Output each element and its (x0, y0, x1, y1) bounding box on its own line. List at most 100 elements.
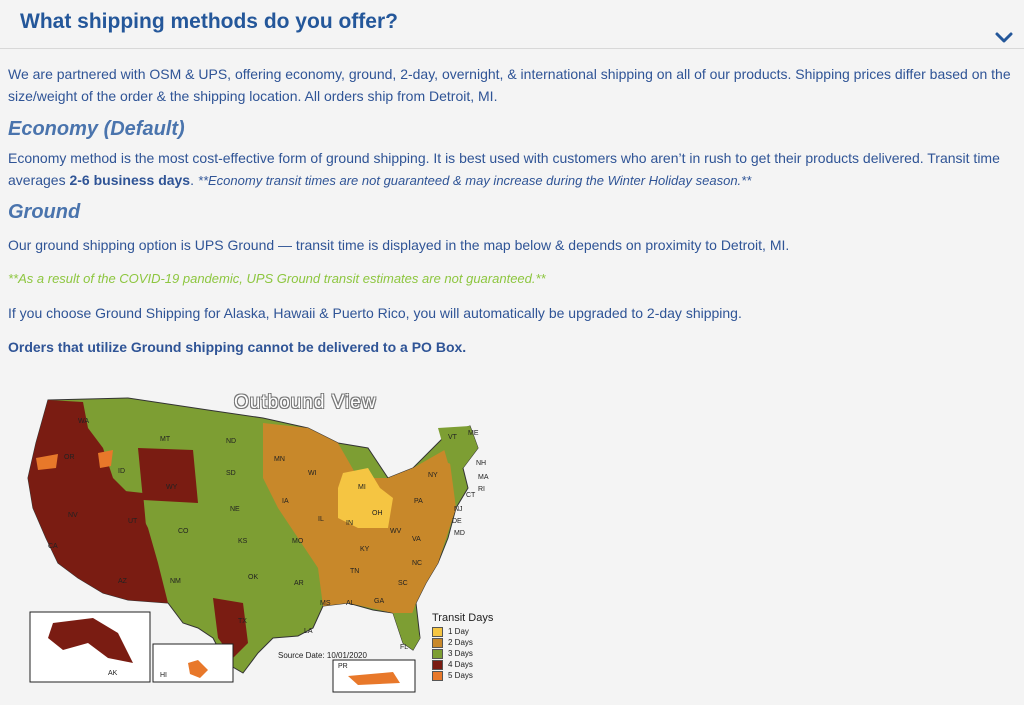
economy-text-2: . (190, 172, 198, 188)
state-label-me: ME (468, 430, 479, 437)
state-label-wy: WY (166, 484, 178, 491)
inset-label-pr: PR (338, 663, 348, 670)
faq-question[interactable]: What shipping methods do you offer? (20, 10, 398, 33)
inset-label-hi: HI (160, 672, 167, 679)
state-label-wv: WV (390, 528, 402, 535)
source-date: Source Date: 10/01/2020 (278, 651, 367, 660)
state-label-id: ID (118, 468, 125, 475)
state-label-al: AL (346, 600, 355, 607)
legend-swatch (432, 648, 443, 659)
economy-text-1: Economy method is the most cost-effectiv… (8, 150, 1000, 188)
state-label-de: DE (452, 518, 462, 525)
economy-heading: Economy (Default) (8, 118, 185, 140)
state-label-mo: MO (292, 538, 304, 545)
po-box-text: Orders that utilize Ground shipping cann… (8, 339, 467, 355)
region-4day-wy (138, 448, 198, 503)
state-label-co: CO (178, 528, 189, 535)
intro-text: We are partnered with OSM & UPS, offerin… (8, 66, 1011, 104)
upgrade-text: If you choose Ground Shipping for Alaska… (8, 305, 742, 321)
state-label-ne: NE (230, 506, 240, 513)
state-label-az: AZ (118, 578, 127, 585)
state-label-il: IL (318, 516, 324, 523)
legend-label: 4 Days (448, 660, 473, 669)
state-label-mt: MT (160, 436, 171, 443)
state-label-ok: OK (248, 574, 259, 581)
economy-days: 2-6 business days (69, 172, 191, 188)
state-label-ar: AR (294, 580, 304, 587)
legend-item: 4 Days (432, 659, 512, 670)
state-label-mn: MN (274, 456, 285, 463)
state-label-md: MD (454, 530, 465, 537)
state-label-ri: RI (478, 486, 485, 493)
hawaii-shape (188, 660, 208, 678)
legend-swatch (432, 637, 443, 648)
state-label-ms: MS (320, 600, 331, 607)
state-label-oh: OH (372, 510, 383, 517)
state-label-tx: TX (238, 618, 247, 625)
state-label-ga: GA (374, 598, 385, 605)
legend-item: 2 Days (432, 637, 512, 648)
region-4day-west (28, 400, 168, 603)
state-label-in: IN (346, 520, 353, 527)
region-3day-ne (438, 426, 478, 468)
legend-swatch (432, 670, 443, 681)
covid-note: **As a result of the COVID-19 pandemic, … (8, 271, 546, 286)
ground-text: Our ground shipping option is UPS Ground… (8, 237, 790, 253)
state-label-sd: SD (226, 470, 236, 477)
state-label-fl: FL (400, 644, 409, 651)
legend-swatch (432, 659, 443, 670)
legend-title: Transit Days (432, 612, 494, 624)
inset-label-ak: AK (108, 670, 118, 677)
state-label-tn: TN (350, 568, 360, 575)
legend-swatch (432, 626, 443, 637)
state-label-ut: UT (128, 518, 138, 525)
state-label-nh: NH (476, 460, 487, 467)
state-label-ca: CA (48, 543, 58, 550)
transit-map-graphic (27, 397, 479, 693)
state-label-sc: SC (398, 580, 408, 587)
state-label-ks: KS (238, 538, 248, 545)
state-label-va: VA (412, 536, 421, 543)
legend-label: 1 Day (448, 627, 469, 636)
region-4day-ut (98, 488, 148, 548)
state-label-mi: MI (358, 484, 366, 491)
alaska-shape (48, 618, 133, 663)
state-label-ct: CT (466, 492, 476, 499)
state-label-wi: WI (308, 470, 317, 477)
state-label-ma: MA (478, 474, 489, 481)
state-label-nv: NV (68, 512, 78, 519)
state-label-vt: VT (448, 434, 457, 441)
ground-heading: Ground (8, 201, 81, 223)
legend-item: 1 Day (432, 626, 512, 637)
state-label-nd: ND (226, 438, 237, 445)
region-5day-or (36, 454, 58, 470)
state-label-wa: WA (78, 418, 90, 425)
puerto-rico-shape (348, 672, 400, 685)
economy-text: Economy method is the most cost-effectiv… (8, 147, 1016, 192)
legend-item: 5 Days (432, 670, 512, 681)
faq-header[interactable]: What shipping methods do you offer? (0, 0, 1024, 49)
region-3day-fl (393, 613, 420, 650)
state-label-nm: NM (170, 578, 181, 585)
state-label-pa: PA (414, 498, 423, 505)
faq-answer: We are partnered with OSM & UPS, offerin… (0, 63, 1024, 358)
region-1day (338, 468, 393, 528)
state-label-ia: IA (282, 498, 289, 505)
economy-note: **Economy transit times are not guarante… (197, 173, 752, 188)
map-legend: Transit Days 1 Day 2 Days 3 Days 4 Days … (432, 612, 512, 681)
state-label-la: LA (304, 628, 313, 635)
map-title: Outbound View (234, 392, 377, 413)
transit-map: Outbound View WA OR ID MT WY NV UT CO CA… (8, 388, 508, 700)
chevron-down-icon[interactable] (994, 28, 1014, 48)
legend-label: 2 Days (448, 638, 473, 647)
legend-label: 3 Days (448, 649, 473, 658)
state-label-ny: NY (428, 472, 438, 479)
region-5day-id (98, 450, 113, 468)
legend-item: 3 Days (432, 648, 512, 659)
inset-alaska (29, 611, 151, 683)
state-label-nj: NJ (454, 506, 463, 513)
state-label-ky: KY (360, 546, 370, 553)
region-2day (263, 423, 456, 638)
state-label-or: OR (64, 454, 75, 461)
region-4day-tx (213, 598, 248, 658)
